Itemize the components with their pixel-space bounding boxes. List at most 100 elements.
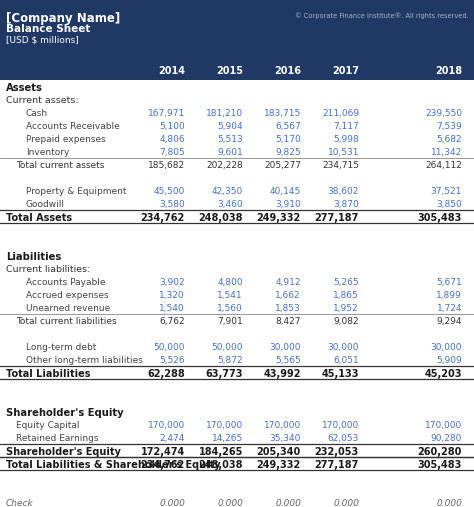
Text: 11,342: 11,342 — [431, 148, 462, 157]
Text: 2016: 2016 — [274, 66, 301, 76]
Text: 9,601: 9,601 — [217, 148, 243, 157]
Text: 3,850: 3,850 — [436, 200, 462, 209]
Text: © Corporate Finance Institute®. All rights reserved.: © Corporate Finance Institute®. All righ… — [295, 12, 469, 19]
Text: 277,187: 277,187 — [315, 213, 359, 223]
Text: 7,901: 7,901 — [217, 317, 243, 326]
Text: 249,332: 249,332 — [257, 213, 301, 223]
Text: 3,902: 3,902 — [159, 278, 185, 287]
Text: 50,000: 50,000 — [154, 343, 185, 352]
Text: Total current liabilities: Total current liabilities — [16, 317, 117, 326]
Text: 239,550: 239,550 — [425, 109, 462, 118]
Text: 2,474: 2,474 — [160, 434, 185, 443]
Text: 45,133: 45,133 — [321, 369, 359, 379]
Text: 181,210: 181,210 — [206, 109, 243, 118]
Text: 3,910: 3,910 — [275, 200, 301, 209]
Text: 62,053: 62,053 — [328, 434, 359, 443]
Text: Accounts Payable: Accounts Payable — [26, 278, 106, 287]
Text: 1,662: 1,662 — [275, 291, 301, 300]
Text: Shareholder's Equity: Shareholder's Equity — [6, 408, 124, 418]
Text: 5,682: 5,682 — [437, 135, 462, 144]
Text: 37,521: 37,521 — [430, 187, 462, 196]
Text: Equity Capital: Equity Capital — [16, 421, 80, 430]
Text: 1,952: 1,952 — [333, 304, 359, 313]
Text: 184,265: 184,265 — [199, 447, 243, 457]
Text: 5,909: 5,909 — [436, 356, 462, 365]
Text: 14,265: 14,265 — [212, 434, 243, 443]
Text: 170,000: 170,000 — [322, 421, 359, 430]
Text: 5,998: 5,998 — [333, 135, 359, 144]
Text: 30,000: 30,000 — [430, 343, 462, 352]
Text: Total Liabilities & Shareholder's Equity: Total Liabilities & Shareholder's Equity — [6, 460, 220, 470]
Text: 6,051: 6,051 — [333, 356, 359, 365]
Text: 30,000: 30,000 — [270, 343, 301, 352]
Text: Check: Check — [6, 499, 34, 507]
Text: Unearned revenue: Unearned revenue — [26, 304, 110, 313]
Text: 183,715: 183,715 — [264, 109, 301, 118]
Text: Cash: Cash — [26, 109, 48, 118]
Text: 62,288: 62,288 — [147, 369, 185, 379]
Text: 4,912: 4,912 — [275, 278, 301, 287]
Text: 0.000: 0.000 — [333, 499, 359, 507]
Text: 277,187: 277,187 — [315, 460, 359, 470]
Text: [Company Name]: [Company Name] — [6, 12, 120, 25]
Text: Current assets:: Current assets: — [6, 96, 79, 105]
Text: 305,483: 305,483 — [418, 460, 462, 470]
Text: 260,280: 260,280 — [418, 447, 462, 457]
Text: 234,762: 234,762 — [141, 460, 185, 470]
Text: 248,038: 248,038 — [199, 213, 243, 223]
Text: 7,805: 7,805 — [159, 148, 185, 157]
Text: 305,483: 305,483 — [418, 213, 462, 223]
Text: 2014: 2014 — [158, 66, 185, 76]
Text: 0.000: 0.000 — [436, 499, 462, 507]
Text: Current liabilities:: Current liabilities: — [6, 265, 91, 274]
Text: 5,513: 5,513 — [217, 135, 243, 144]
Text: 90,280: 90,280 — [430, 434, 462, 443]
Text: 170,000: 170,000 — [264, 421, 301, 430]
Text: 43,992: 43,992 — [264, 369, 301, 379]
Text: 3,460: 3,460 — [218, 200, 243, 209]
Text: 167,971: 167,971 — [148, 109, 185, 118]
Text: 2015: 2015 — [216, 66, 243, 76]
Text: 232,053: 232,053 — [315, 447, 359, 457]
Text: Accrued expenses: Accrued expenses — [26, 291, 109, 300]
Text: 0.000: 0.000 — [275, 499, 301, 507]
Text: 249,332: 249,332 — [257, 460, 301, 470]
Text: 3,580: 3,580 — [159, 200, 185, 209]
Text: 7,539: 7,539 — [436, 122, 462, 131]
Text: Shareholder's Equity: Shareholder's Equity — [6, 447, 121, 457]
Text: 264,112: 264,112 — [425, 161, 462, 170]
Text: 172,474: 172,474 — [141, 447, 185, 457]
Text: 42,350: 42,350 — [212, 187, 243, 196]
Text: [USD $ millions]: [USD $ millions] — [6, 36, 79, 45]
Text: 185,682: 185,682 — [148, 161, 185, 170]
Text: 2018: 2018 — [435, 66, 462, 76]
Text: 248,038: 248,038 — [199, 460, 243, 470]
Text: 1,320: 1,320 — [159, 291, 185, 300]
Text: 1,540: 1,540 — [159, 304, 185, 313]
Text: 234,715: 234,715 — [322, 161, 359, 170]
Text: 5,100: 5,100 — [159, 122, 185, 131]
Text: Prepaid expenses: Prepaid expenses — [26, 135, 106, 144]
Text: Total Liabilities: Total Liabilities — [6, 369, 91, 379]
Text: 170,000: 170,000 — [148, 421, 185, 430]
Text: Retained Earnings: Retained Earnings — [16, 434, 99, 443]
Text: 1,865: 1,865 — [333, 291, 359, 300]
Text: 6,567: 6,567 — [275, 122, 301, 131]
Text: Assets: Assets — [6, 83, 43, 93]
Text: 45,203: 45,203 — [425, 369, 462, 379]
Text: 5,872: 5,872 — [218, 356, 243, 365]
Text: Goodwill: Goodwill — [26, 200, 65, 209]
Text: Long-term debt: Long-term debt — [26, 343, 96, 352]
Text: Inventory: Inventory — [26, 148, 69, 157]
Text: Accounts Receivable: Accounts Receivable — [26, 122, 120, 131]
Text: 38,602: 38,602 — [328, 187, 359, 196]
Text: 205,277: 205,277 — [264, 161, 301, 170]
Text: 9,082: 9,082 — [333, 317, 359, 326]
Text: 7,117: 7,117 — [333, 122, 359, 131]
Text: 1,853: 1,853 — [275, 304, 301, 313]
Text: 170,000: 170,000 — [206, 421, 243, 430]
Text: 5,671: 5,671 — [436, 278, 462, 287]
Text: Balance Sheet: Balance Sheet — [6, 24, 91, 34]
Text: 0.000: 0.000 — [159, 499, 185, 507]
Text: 5,565: 5,565 — [275, 356, 301, 365]
